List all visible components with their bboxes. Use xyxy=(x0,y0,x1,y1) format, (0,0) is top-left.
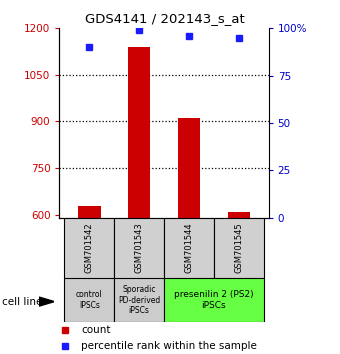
Text: control
IPSCs: control IPSCs xyxy=(76,290,103,310)
Text: GSM701545: GSM701545 xyxy=(234,222,243,273)
Text: Sporadic
PD-derived
iPSCs: Sporadic PD-derived iPSCs xyxy=(118,285,160,315)
Text: percentile rank within the sample: percentile rank within the sample xyxy=(81,341,257,351)
Text: GDS4141 / 202143_s_at: GDS4141 / 202143_s_at xyxy=(85,12,245,25)
Polygon shape xyxy=(39,297,54,306)
Bar xyxy=(164,218,214,278)
Text: presenilin 2 (PS2)
iPSCs: presenilin 2 (PS2) iPSCs xyxy=(174,290,254,310)
Bar xyxy=(164,278,264,322)
Text: GSM701544: GSM701544 xyxy=(184,222,193,273)
Bar xyxy=(227,212,250,218)
Text: GSM701542: GSM701542 xyxy=(85,222,94,273)
Bar xyxy=(65,278,114,322)
Bar xyxy=(178,118,200,218)
Bar xyxy=(78,206,101,218)
Bar xyxy=(214,218,264,278)
Text: GSM701543: GSM701543 xyxy=(135,222,144,273)
Bar xyxy=(65,218,114,278)
Text: count: count xyxy=(81,325,111,335)
Bar xyxy=(114,218,164,278)
Bar xyxy=(114,278,164,322)
Bar xyxy=(128,47,150,218)
Text: cell line: cell line xyxy=(2,297,42,307)
